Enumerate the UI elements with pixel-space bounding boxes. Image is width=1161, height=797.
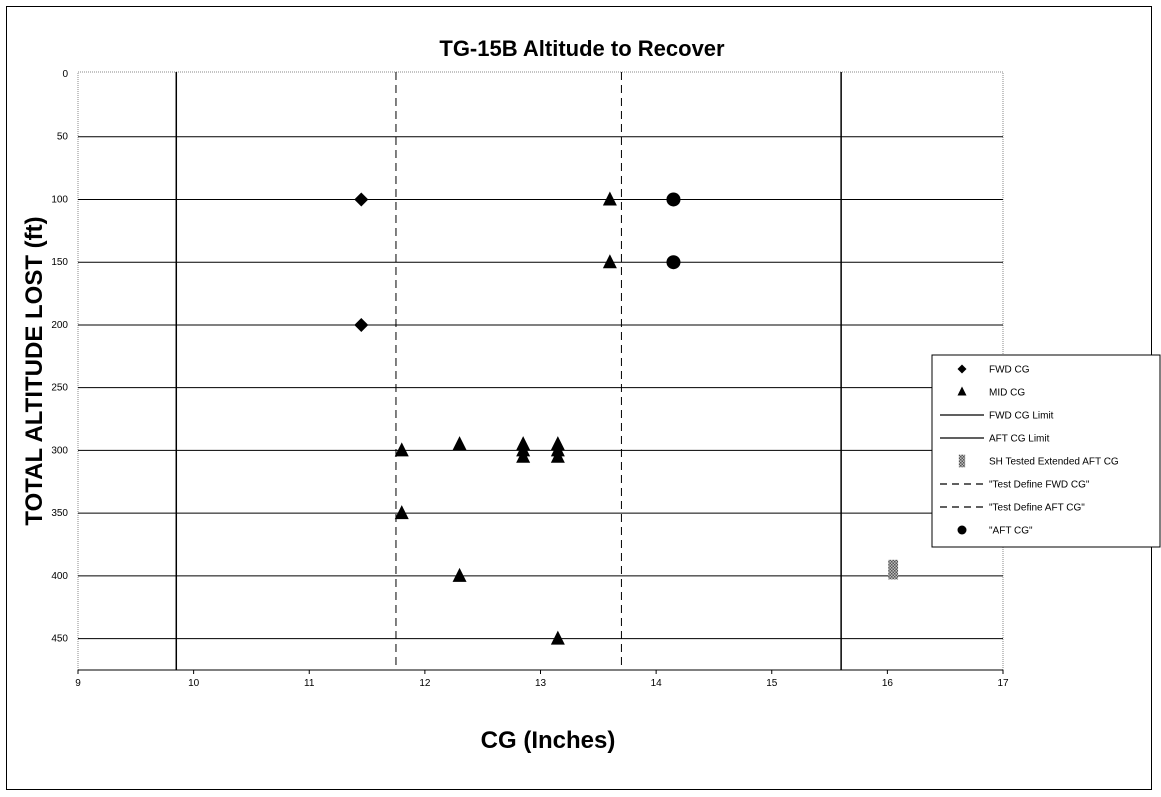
y-tick-label: 100: [51, 194, 68, 205]
triangle-point: [452, 436, 467, 451]
legend-label: AFT CG Limit: [989, 434, 1050, 445]
legend-diamond-swatch: [957, 364, 967, 374]
circle-point: [666, 255, 681, 270]
x-tick-label: 13: [535, 678, 547, 689]
x-axis-ticks: 9 10 11 12 13 14 15 16 17: [75, 670, 1009, 689]
triangle-point: [602, 191, 617, 206]
diamond-point: [354, 317, 369, 332]
reference-lines: [175, 72, 842, 670]
legend-hatched-square-swatch: [958, 454, 966, 468]
y-tick-label: 200: [51, 320, 68, 331]
legend-box: [931, 354, 1161, 548]
diamond-point: [354, 192, 369, 207]
y-tick-label: 250: [51, 383, 68, 394]
legend-label: "Test Define FWD CG": [989, 480, 1090, 491]
grid-lines: [78, 136, 1003, 671]
triangle-point: [516, 448, 531, 463]
y-tick-label: 300: [51, 445, 68, 456]
y-tick-label: 350: [51, 508, 68, 519]
x-tick-label: 9: [75, 678, 81, 689]
plot-area: [77, 71, 1004, 671]
triangle-point: [394, 505, 409, 520]
legend: FWD CG MID CG FWD CG Limit AFT CG Limit SH T…: [931, 354, 1161, 548]
x-tick-label: 17: [997, 678, 1009, 689]
legend-label: "AFT CG": [989, 526, 1033, 537]
y-tick-label: 0: [62, 69, 68, 80]
y-tick-label: 400: [51, 571, 68, 582]
x-tick-label: 10: [188, 678, 200, 689]
triangle-point: [452, 567, 467, 582]
legend-label: FWD CG: [989, 365, 1030, 376]
data-points: [354, 191, 899, 645]
x-axis-title: CG (Inches): [481, 727, 616, 754]
legend-triangle-swatch: [957, 386, 967, 396]
y-tick-label: 450: [51, 634, 68, 645]
legend-circle-swatch: [957, 525, 967, 535]
chart-title: TG-15B Altitude to Recover: [439, 36, 725, 61]
x-tick-label: 11: [304, 678, 315, 689]
legend-label: "Test Define AFT CG": [989, 503, 1085, 514]
x-tick-label: 16: [882, 678, 894, 689]
y-axis-ticks: 0 50 100 150 200 250 300 350 400 450: [51, 69, 68, 645]
legend-label: MID CG: [989, 388, 1025, 399]
legend-label: FWD CG Limit: [989, 411, 1054, 422]
x-tick-label: 14: [651, 678, 663, 689]
legend-label: SH Tested Extended AFT CG: [989, 457, 1119, 468]
x-tick-label: 12: [419, 678, 431, 689]
triangle-point: [550, 630, 565, 645]
circle-point: [666, 192, 681, 207]
triangle-point: [602, 254, 617, 269]
hatched-square-point: [888, 559, 899, 580]
x-tick-label: 15: [766, 678, 778, 689]
triangle-point: [550, 448, 565, 463]
y-axis-title: TOTAL ALTITUDE LOST (ft): [21, 216, 48, 525]
y-tick-label: 150: [51, 257, 68, 268]
triangle-point: [394, 442, 409, 457]
y-tick-label: 50: [57, 132, 69, 143]
